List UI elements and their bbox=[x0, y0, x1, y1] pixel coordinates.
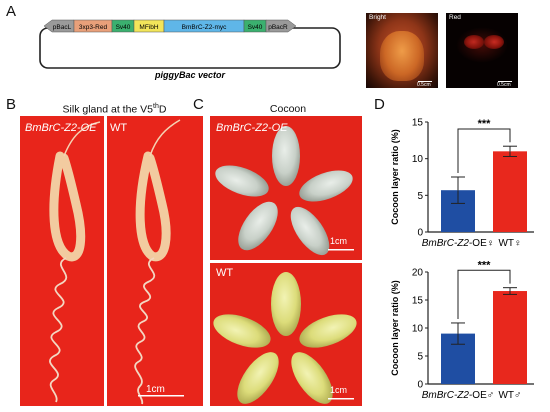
female-cocoon-ratio-chart: 0 5 10 15 Cocoon layer ratio (%) BmBrC-Z2-OE♀… bbox=[390, 118, 534, 249]
panel-letter-c: C bbox=[193, 96, 204, 113]
vector-segment-label: BmBrC-Z2-myc bbox=[182, 24, 228, 31]
y-tick-label: 5 bbox=[417, 191, 423, 202]
bar bbox=[493, 151, 527, 232]
y-axis-label: Cocoon layer ratio (%) bbox=[390, 129, 400, 225]
cocoon-wt-label: WT bbox=[216, 267, 234, 279]
wt-cocoons bbox=[213, 272, 357, 404]
panel-letter-a: A bbox=[6, 3, 17, 20]
cocoon-top-scalebar bbox=[328, 249, 354, 251]
right-gland-middle bbox=[135, 151, 171, 262]
cocoon-oe-label: BmBrC-Z2-OE bbox=[216, 122, 288, 134]
cocoon-divider bbox=[210, 260, 362, 263]
wt-cocoon bbox=[237, 352, 279, 404]
bright-scale-text: 0.5cm bbox=[417, 82, 431, 88]
red-scale-text: 0.5cm bbox=[497, 82, 511, 88]
red-head-glow bbox=[456, 27, 508, 63]
piggybac-vector-diagram: pBacL 3xp3-Red Sv40 MFibH BmBrC-Z2-myc Sv40 pB… bbox=[39, 19, 341, 80]
significance-bracket bbox=[457, 269, 511, 319]
silk-gland-title-suffix: D bbox=[158, 103, 167, 116]
silk-gland-title-text: Silk gland at the V5 bbox=[62, 103, 154, 116]
vector-segment-label: 3xp3-Red bbox=[79, 24, 108, 31]
right-gland-posterior bbox=[134, 257, 156, 405]
right-gland-anterior bbox=[149, 119, 181, 157]
vector-segment-label: Sv40 bbox=[248, 24, 263, 31]
silk-gland-scalebar bbox=[138, 395, 184, 397]
y-tick-label: 10 bbox=[412, 154, 424, 165]
wt-cocoon bbox=[213, 314, 271, 348]
silk-gland-scale-text: 1cm bbox=[146, 384, 165, 395]
y-tick-label: 10 bbox=[412, 324, 424, 335]
cocoon-top-scale-text: 1cm bbox=[330, 236, 348, 246]
male-cocoon-ratio-chart: 0 5 10 15 20 Cocoon layer ratio (%) BmBrC-Z2-O… bbox=[390, 260, 534, 401]
oe-cocoon bbox=[299, 170, 353, 202]
left-gland-anterior bbox=[63, 121, 101, 157]
significance-label: *** bbox=[478, 118, 492, 130]
cocoon-title: Cocoon bbox=[269, 103, 307, 115]
silk-gland-photo bbox=[20, 116, 203, 406]
silk-gland-title: Silk gland at the V5thD bbox=[22, 103, 207, 116]
oe-cocoons bbox=[215, 126, 353, 256]
silk-gland-oe-label: BmBrC-Z2-OE bbox=[25, 122, 97, 134]
vector-title: piggyBac vector bbox=[154, 70, 226, 80]
y-axis-label: Cocoon layer ratio (%) bbox=[390, 280, 400, 376]
oe-cocoon bbox=[238, 201, 278, 251]
vector-segment-label: Sv40 bbox=[116, 24, 131, 31]
y-tick-label: 0 bbox=[417, 380, 423, 391]
oe-cocoon bbox=[215, 165, 269, 197]
red-fluorescence-photo: Red 0.5cm bbox=[446, 13, 518, 88]
red-label: Red bbox=[449, 14, 461, 21]
category-label: WT♀ bbox=[498, 238, 521, 249]
category-label: BmBrC-Z2-OE♀ bbox=[422, 238, 495, 249]
oe-cocoon bbox=[290, 206, 330, 256]
y-tick-label: 15 bbox=[412, 118, 424, 129]
panel-letter-b: B bbox=[6, 96, 17, 113]
y-tick-label: 15 bbox=[412, 296, 424, 307]
vector-right-end-label: pBacR bbox=[268, 24, 288, 31]
cocoon-bottom-scale-text: 1cm bbox=[330, 385, 348, 395]
category-label: BmBrC-Z2-OE♂ bbox=[422, 390, 495, 401]
left-gland-middle bbox=[49, 151, 86, 262]
y-tick-label: 0 bbox=[417, 228, 423, 239]
significance-label: *** bbox=[478, 260, 492, 271]
photo-divider bbox=[104, 116, 107, 406]
cocoon-bottom-scalebar bbox=[328, 398, 354, 400]
vector-right-end bbox=[265, 19, 297, 33]
left-gland-posterior bbox=[49, 257, 68, 403]
wt-cocoon bbox=[291, 352, 333, 404]
y-tick-label: 20 bbox=[412, 268, 424, 279]
red-scalebar bbox=[498, 81, 512, 82]
wt-cocoon bbox=[271, 272, 301, 336]
wt-cocoon bbox=[299, 314, 357, 348]
vector-segment-label: MFibH bbox=[139, 24, 158, 31]
category-label: WT♂ bbox=[498, 390, 521, 401]
bar bbox=[493, 291, 527, 384]
silk-gland-title-sup: th bbox=[153, 103, 159, 110]
larva-head-bright bbox=[380, 31, 424, 81]
bright-scalebar bbox=[418, 81, 432, 82]
y-tick-label: 5 bbox=[417, 352, 423, 363]
bright-field-photo: Bright 0.5cm bbox=[366, 13, 438, 88]
cocoon-photos bbox=[210, 116, 362, 406]
vector-left-end-label: pBacL bbox=[53, 24, 72, 31]
silk-gland-wt-label: WT bbox=[110, 122, 128, 134]
significance-bracket bbox=[457, 128, 511, 173]
panel-letter-d: D bbox=[374, 96, 385, 113]
plasmid-outline bbox=[39, 27, 341, 69]
oe-cocoon bbox=[272, 126, 300, 186]
bright-label: Bright bbox=[369, 14, 386, 21]
